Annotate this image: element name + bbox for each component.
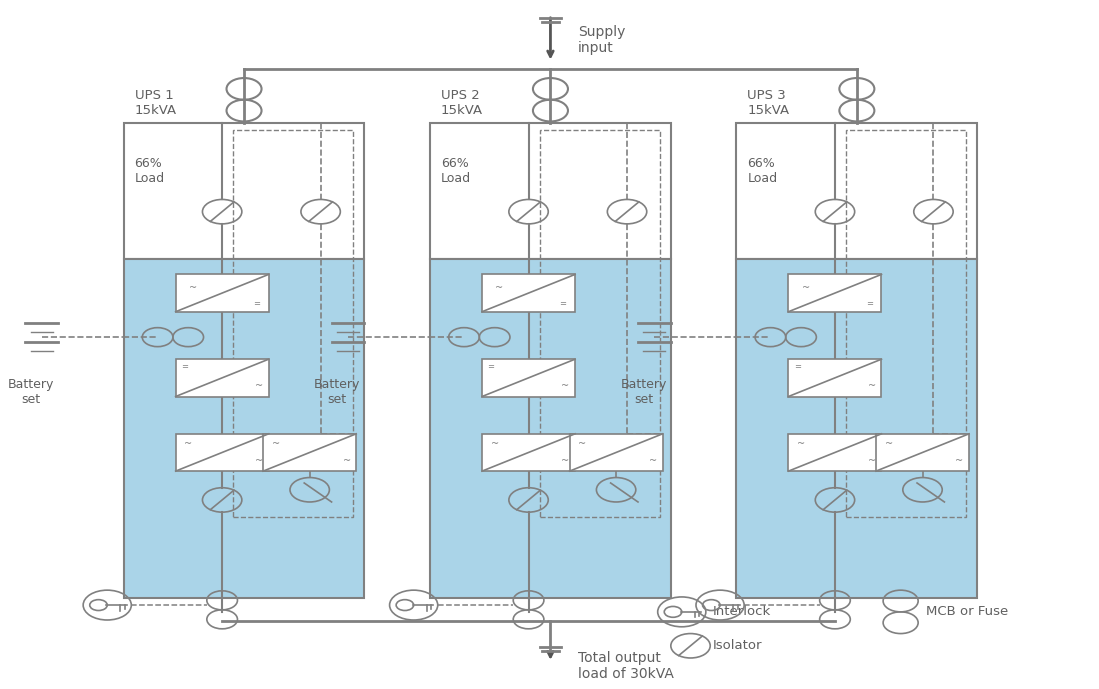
Text: ~: ~ — [650, 455, 657, 466]
Bar — [736, 259, 977, 598]
Text: ~: ~ — [343, 455, 351, 466]
Text: Battery
set: Battery set — [8, 378, 54, 406]
Bar — [176, 274, 268, 311]
Bar — [482, 434, 575, 471]
Text: =: = — [181, 362, 188, 371]
Text: ~: ~ — [868, 455, 876, 466]
Text: ~: ~ — [491, 439, 499, 449]
Bar — [176, 434, 268, 471]
Text: Battery
set: Battery set — [620, 378, 667, 406]
Text: MCB or Fuse: MCB or Fuse — [925, 606, 1008, 618]
Text: =: = — [866, 299, 873, 308]
Bar — [482, 274, 575, 311]
Text: ~: ~ — [271, 439, 280, 449]
Text: Isolator: Isolator — [712, 639, 762, 652]
Text: 66%
Load: 66% Load — [747, 157, 778, 185]
Text: ~: ~ — [801, 282, 810, 293]
Text: 66%
Load: 66% Load — [134, 157, 165, 185]
Bar — [176, 359, 268, 396]
Bar — [482, 359, 575, 396]
Text: ~: ~ — [578, 439, 587, 449]
Bar — [569, 434, 663, 471]
Text: Interlock: Interlock — [712, 606, 770, 618]
Text: 66%
Load: 66% Load — [441, 157, 471, 185]
Text: ~: ~ — [185, 439, 192, 449]
Text: =: = — [253, 299, 259, 308]
Bar — [788, 434, 881, 471]
Text: ~: ~ — [955, 455, 964, 466]
Text: ~: ~ — [562, 381, 569, 391]
Text: ~: ~ — [189, 282, 197, 293]
Text: ~: ~ — [562, 455, 569, 466]
Bar — [846, 130, 966, 517]
Text: =: = — [793, 362, 801, 371]
Text: ~: ~ — [885, 439, 892, 449]
Bar — [124, 259, 365, 598]
Bar — [124, 123, 365, 259]
Bar — [736, 123, 977, 259]
Text: ~: ~ — [255, 455, 263, 466]
Text: ~: ~ — [797, 439, 806, 449]
Bar — [233, 130, 354, 517]
Bar — [430, 123, 670, 259]
Bar — [540, 130, 659, 517]
Text: UPS 1
15kVA: UPS 1 15kVA — [134, 89, 177, 116]
Bar — [788, 359, 881, 396]
Bar — [876, 434, 969, 471]
Bar — [430, 259, 670, 598]
Bar — [788, 274, 881, 311]
Text: ~: ~ — [868, 381, 876, 391]
Text: Total output
load of 30kVA: Total output load of 30kVA — [578, 651, 674, 681]
Text: ~: ~ — [496, 282, 503, 293]
Text: UPS 2
15kVA: UPS 2 15kVA — [441, 89, 484, 116]
Text: Supply
input: Supply input — [578, 25, 625, 55]
Text: UPS 3
15kVA: UPS 3 15kVA — [747, 89, 789, 116]
Text: ~: ~ — [255, 381, 263, 391]
Bar — [263, 434, 356, 471]
Text: =: = — [488, 362, 495, 371]
Text: =: = — [559, 299, 566, 308]
Text: Battery
set: Battery set — [314, 378, 360, 406]
